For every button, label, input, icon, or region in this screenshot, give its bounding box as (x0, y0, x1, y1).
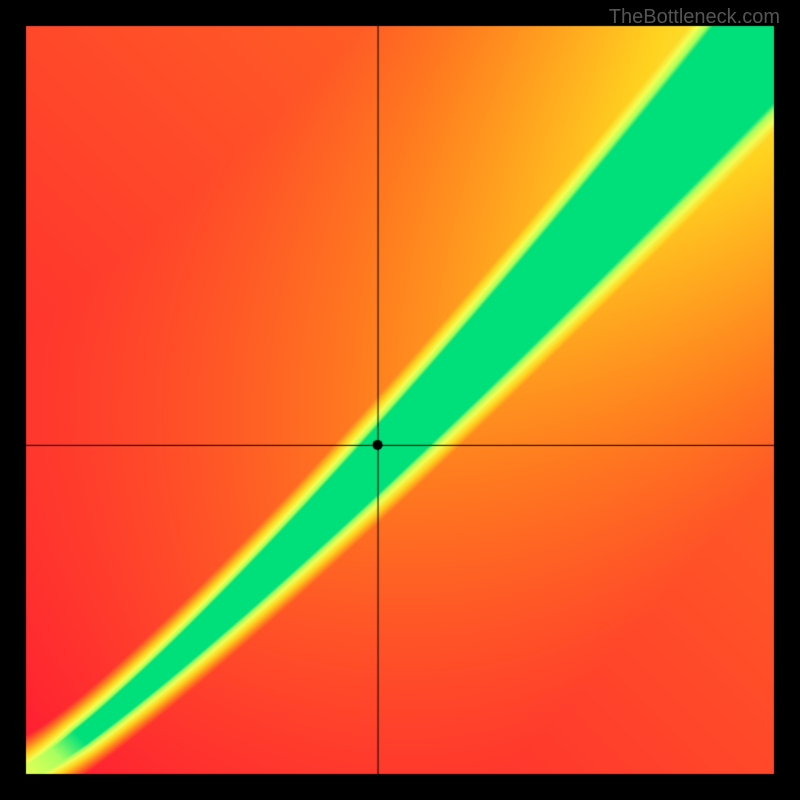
watermark-text: TheBottleneck.com (609, 6, 780, 29)
bottleneck-heatmap (0, 0, 800, 800)
